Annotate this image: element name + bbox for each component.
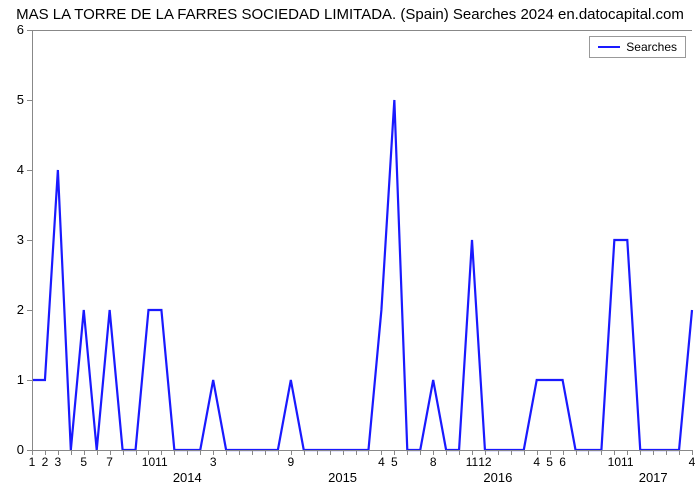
x-tick <box>407 450 408 455</box>
y-tick <box>27 240 32 241</box>
y-tick-label: 4 <box>4 162 24 177</box>
x-tick <box>511 450 512 455</box>
y-tick <box>27 170 32 171</box>
x-tick <box>459 450 460 455</box>
year-label: 2017 <box>639 470 668 485</box>
x-tick-label: 12 <box>478 455 491 469</box>
legend: Searches <box>589 36 686 58</box>
x-tick <box>174 450 175 455</box>
x-tick <box>123 450 124 455</box>
x-tick-label: 11 <box>621 455 633 469</box>
x-tick <box>679 450 680 455</box>
y-tick <box>27 380 32 381</box>
x-tick-label: 1 <box>29 455 36 469</box>
year-label: 2014 <box>173 470 202 485</box>
x-tick-label: 5 <box>391 455 398 469</box>
line-series <box>32 30 692 450</box>
y-axis-line <box>32 30 33 450</box>
x-tick <box>200 450 201 455</box>
x-tick <box>601 450 602 455</box>
x-tick <box>278 450 279 455</box>
chart-title: MAS LA TORRE DE LA FARRES SOCIEDAD LIMIT… <box>0 6 700 23</box>
x-tick <box>71 450 72 455</box>
data-line <box>32 100 692 450</box>
y-tick <box>27 100 32 101</box>
year-label: 2016 <box>483 470 512 485</box>
x-tick-label: 7 <box>106 455 113 469</box>
x-tick <box>368 450 369 455</box>
plot-top-border <box>32 30 692 31</box>
x-tick-label: 4 <box>689 455 696 469</box>
year-label: 2015 <box>328 470 357 485</box>
x-tick-label: 6 <box>559 455 566 469</box>
x-tick-label: 4 <box>378 455 385 469</box>
x-tick <box>304 450 305 455</box>
x-tick-label: 3 <box>55 455 62 469</box>
x-tick <box>446 450 447 455</box>
legend-label: Searches <box>626 40 677 54</box>
x-tick-label: 4 <box>533 455 540 469</box>
x-tick <box>187 450 188 455</box>
x-tick <box>252 450 253 455</box>
y-tick <box>27 310 32 311</box>
x-tick-label: 3 <box>210 455 217 469</box>
x-tick <box>640 450 641 455</box>
y-tick-label: 3 <box>4 232 24 247</box>
plot-area <box>32 30 692 450</box>
x-tick <box>666 450 667 455</box>
x-tick <box>97 450 98 455</box>
x-tick-label: 5 <box>546 455 553 469</box>
y-tick-label: 5 <box>4 92 24 107</box>
x-axis-line <box>32 450 692 451</box>
x-tick <box>653 450 654 455</box>
x-tick <box>343 450 344 455</box>
x-tick-label: 5 <box>80 455 87 469</box>
x-tick <box>317 450 318 455</box>
x-tick <box>239 450 240 455</box>
y-tick-label: 0 <box>4 442 24 457</box>
chart-container: MAS LA TORRE DE LA FARRES SOCIEDAD LIMIT… <box>0 0 700 500</box>
y-tick-label: 6 <box>4 22 24 37</box>
x-tick-label: 2 <box>42 455 49 469</box>
x-tick <box>136 450 137 455</box>
x-tick <box>356 450 357 455</box>
x-tick <box>265 450 266 455</box>
x-tick-label: 11 <box>466 455 478 469</box>
x-tick <box>588 450 589 455</box>
y-tick <box>27 30 32 31</box>
x-tick <box>498 450 499 455</box>
legend-swatch <box>598 46 620 48</box>
x-tick <box>524 450 525 455</box>
x-tick-label: 11 <box>155 455 167 469</box>
y-tick-label: 2 <box>4 302 24 317</box>
x-tick <box>330 450 331 455</box>
y-tick-label: 1 <box>4 372 24 387</box>
x-tick-label: 8 <box>430 455 437 469</box>
x-tick <box>420 450 421 455</box>
x-tick <box>226 450 227 455</box>
x-tick-label: 10 <box>142 455 155 469</box>
x-tick-label: 9 <box>287 455 294 469</box>
x-tick <box>576 450 577 455</box>
x-tick-label: 10 <box>608 455 621 469</box>
